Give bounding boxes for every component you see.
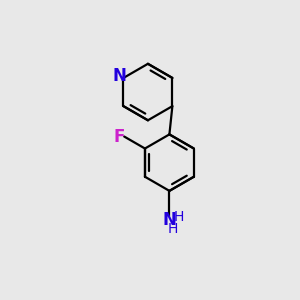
Text: H: H: [174, 211, 184, 224]
Text: N: N: [113, 68, 127, 85]
Text: F: F: [113, 128, 124, 146]
Text: N: N: [163, 211, 176, 229]
Text: H: H: [167, 222, 178, 236]
